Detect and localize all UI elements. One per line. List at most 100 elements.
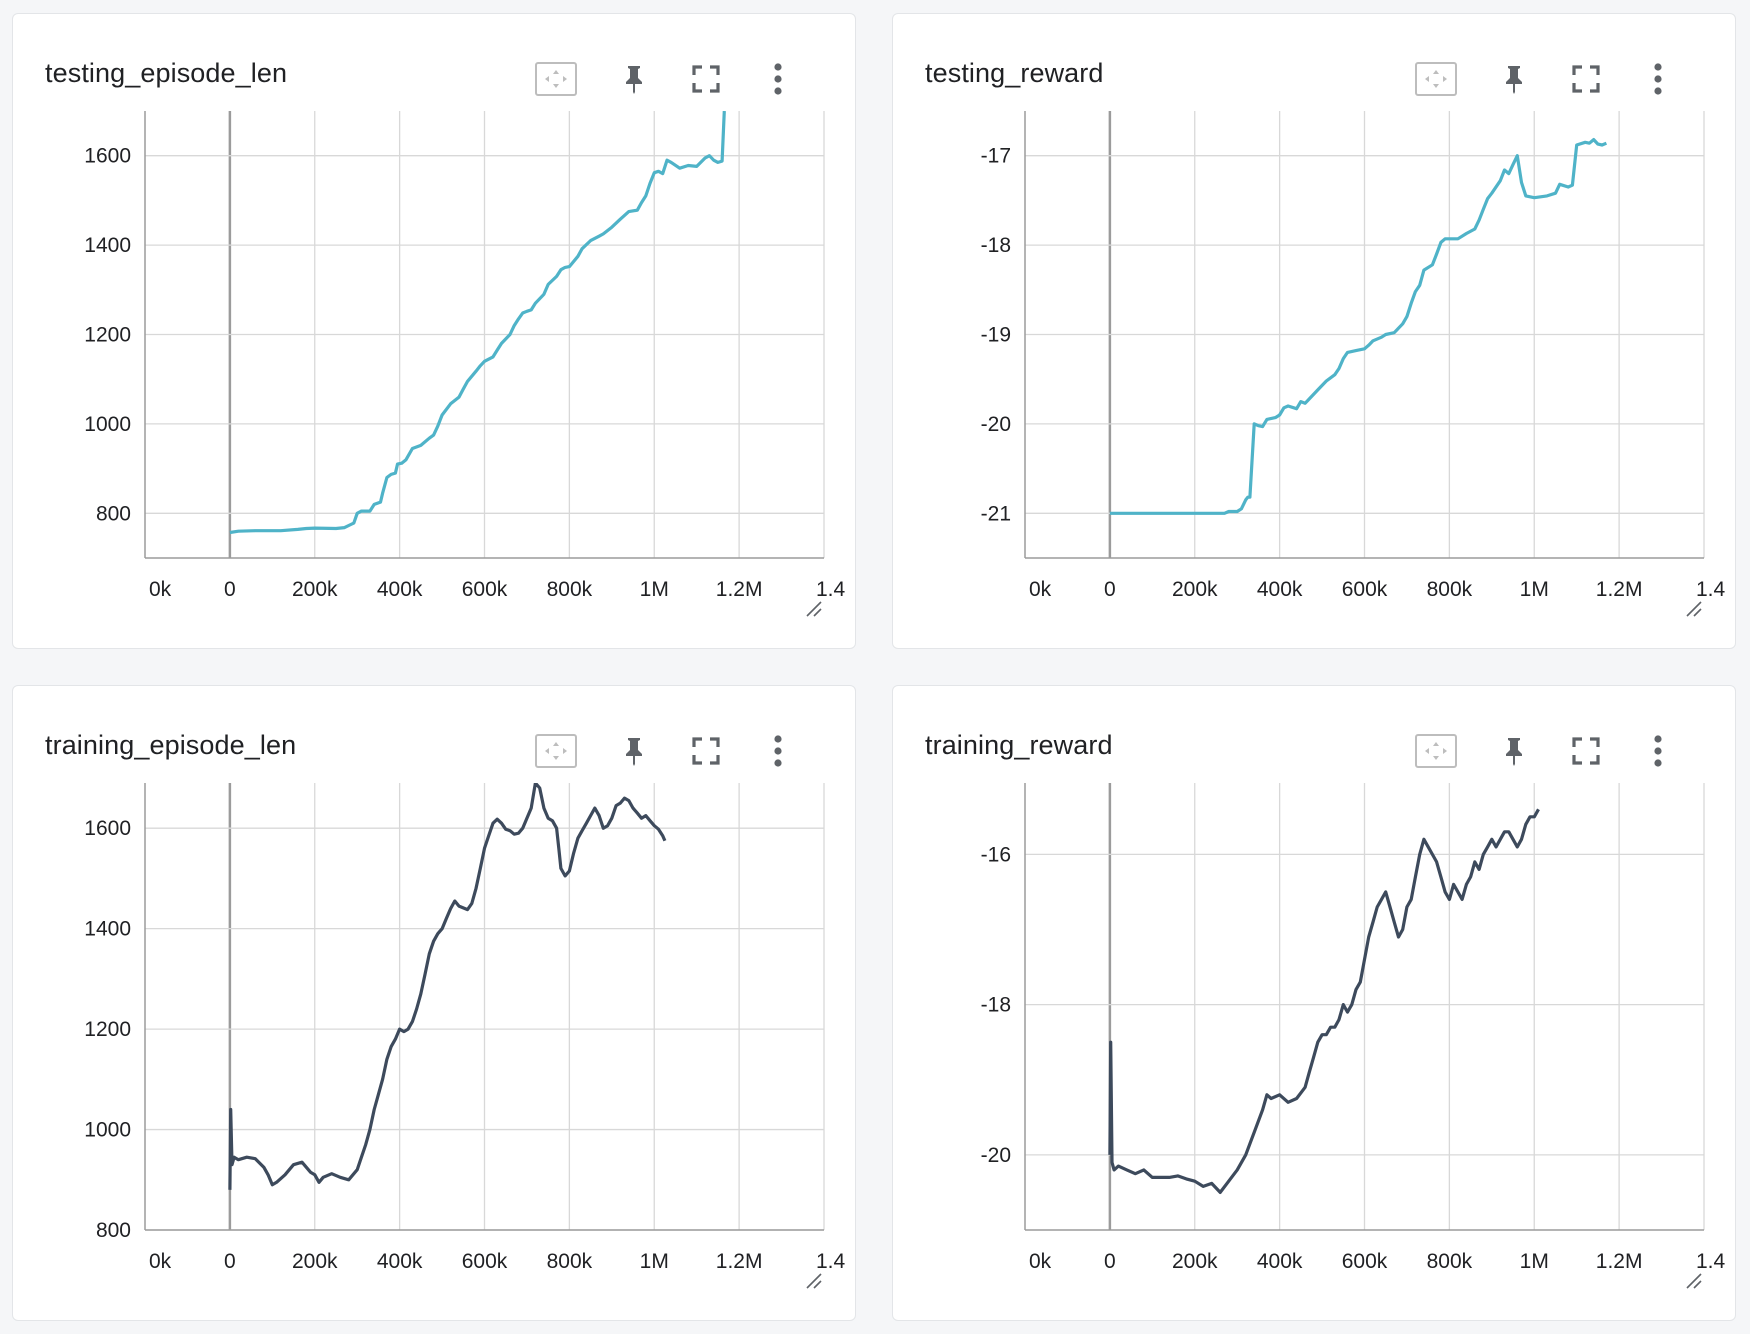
x-tick-label: 0k [1029,1250,1052,1273]
fit-domain-button[interactable] [1415,730,1457,772]
pin-button[interactable] [1493,58,1535,100]
y-tick-label: -18 [981,234,1011,257]
fit-domain-icon [1415,62,1457,96]
x-tick-label: 0k [149,1250,172,1273]
x-tick-label: 800k [1427,1250,1473,1273]
resize-handle-icon[interactable] [805,1272,823,1290]
y-tick-label: 800 [96,502,131,525]
fullscreen-icon [692,65,720,93]
x-tick-label: 1M [640,578,669,601]
x-tick-label: 1M [1520,578,1549,601]
x-tick-label: 0 [1104,1250,1116,1273]
fullscreen-icon [692,737,720,765]
x-tick-label: 0k [1029,578,1052,601]
resize-handle-icon[interactable] [1685,1272,1703,1290]
series-line[interactable] [229,111,726,535]
x-tick-label: 1.4 [816,578,846,601]
x-tick-label: 200k [292,578,338,601]
y-tick-label: 1200 [84,1018,131,1041]
x-tick-label: 800k [547,1250,593,1273]
y-tick-label: 1400 [84,234,131,257]
line-chart[interactable]: -21 -20 -19 -18 -17 0k 0 200k 400k 600k 800k 1M 1.2M… [893,14,1737,650]
series-line[interactable] [228,783,667,1190]
x-tick-label: 1.2M [1596,1250,1643,1273]
chart-card-testing-reward: testing_reward -21 -20 -19 -18 -17 0k 0 200k 400… [892,13,1736,649]
more-vert-icon [1654,63,1662,95]
more-options-button[interactable] [1637,730,1679,772]
x-tick-label: 1M [1520,1250,1549,1273]
x-tick-label: 400k [377,578,423,601]
x-tick-label: 1.4 [1696,578,1726,601]
pin-icon [1506,738,1522,766]
card-title: training_reward [925,730,1113,760]
y-tick-label: 1600 [84,145,131,168]
pin-button[interactable] [613,58,655,100]
pin-button[interactable] [1493,730,1535,772]
more-vert-icon [774,735,782,767]
fullscreen-button[interactable] [1565,730,1607,772]
fit-domain-icon [535,734,577,768]
resize-handle-icon[interactable] [1685,600,1703,618]
y-tick-label: -20 [981,413,1011,436]
x-tick-label: 200k [292,1250,338,1273]
fit-domain-button[interactable] [1415,58,1457,100]
x-tick-label: 200k [1172,1250,1218,1273]
more-options-button[interactable] [757,58,799,100]
x-tick-label: 1M [640,1250,669,1273]
x-tick-label: 400k [1257,1250,1303,1273]
x-tick-label: 1.2M [716,1250,763,1273]
x-tick-label: 800k [547,578,593,601]
resize-handle-icon[interactable] [805,600,823,618]
y-tick-label: 1400 [84,918,131,941]
x-tick-label: 800k [1427,578,1473,601]
y-tick-label: 1200 [84,324,131,347]
more-vert-icon [774,63,782,95]
x-tick-label: 400k [1257,578,1303,601]
fullscreen-button[interactable] [685,58,727,100]
x-tick-label: 600k [462,578,508,601]
x-tick-label: 400k [377,1250,423,1273]
fit-domain-icon [1415,734,1457,768]
y-tick-label: -17 [981,145,1011,168]
card-toolbar [535,730,825,772]
card-toolbar [535,58,825,100]
fullscreen-button[interactable] [685,730,727,772]
x-tick-label: 0 [1104,578,1116,601]
series-line[interactable] [1109,138,1608,515]
x-tick-label: 600k [1342,1250,1388,1273]
pin-icon [626,738,642,766]
y-tick-label: -18 [981,994,1011,1017]
pin-button[interactable] [613,730,655,772]
more-options-button[interactable] [757,730,799,772]
fit-domain-button[interactable] [535,58,577,100]
fullscreen-button[interactable] [1565,58,1607,100]
more-options-button[interactable] [1637,58,1679,100]
card-title: testing_episode_len [45,58,288,88]
fullscreen-icon [1572,65,1600,93]
chart-card-training-reward: training_reward -20 -18 -16 0k 0 200k 400k 600k… [892,685,1736,1321]
x-tick-label: 0k [149,578,172,601]
line-chart[interactable]: -20 -18 -16 0k 0 200k 400k 600k 800k 1M 1.2M 1.4 [893,686,1737,1322]
fit-domain-button[interactable] [535,730,577,772]
x-tick-label: 600k [1342,578,1388,601]
card-toolbar [1415,58,1705,100]
y-tick-label: -20 [981,1144,1011,1167]
card-title: training_episode_len [45,730,297,760]
pin-icon [626,66,642,94]
fit-domain-icon [535,62,577,96]
line-chart[interactable]: 800 1000 1200 1400 1600 0k 0 200k 400k 600k 800k 1M… [13,686,857,1322]
x-tick-label: 0 [224,1250,236,1273]
y-tick-label: -16 [981,843,1011,866]
y-tick-label: -21 [981,502,1011,525]
y-tick-label: 1600 [84,817,131,840]
x-tick-label: 1.4 [816,1250,846,1273]
x-tick-label: 1.2M [1596,578,1643,601]
x-tick-label: 200k [1172,578,1218,601]
x-tick-label: 1.2M [716,578,763,601]
series-line[interactable] [1108,808,1540,1194]
y-tick-label: 1000 [84,413,131,436]
y-tick-label: 800 [96,1219,131,1242]
line-chart[interactable]: 800 1000 1200 1400 1600 0k 0 200k 400k 600k 800k 1M… [13,14,857,650]
x-tick-label: 600k [462,1250,508,1273]
card-toolbar [1415,730,1705,772]
